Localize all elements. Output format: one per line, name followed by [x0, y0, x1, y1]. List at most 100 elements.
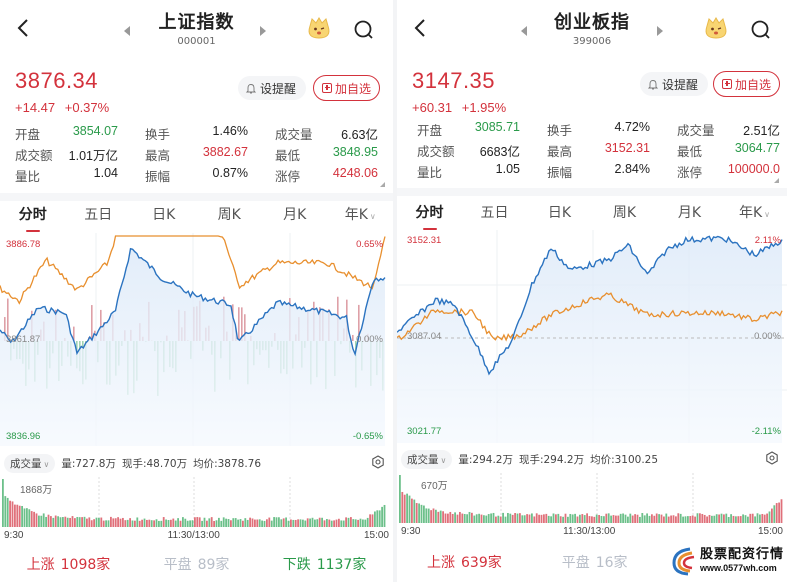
- intraday-chart[interactable]: 3886.78 3861.87 3836.96 0.65% 0.00% -0.6…: [0, 233, 393, 446]
- add-box-icon: [322, 83, 332, 93]
- mascot-icon[interactable]: [703, 16, 729, 40]
- top-bar: 上证指数 000001: [0, 0, 393, 60]
- back-arrow-icon[interactable]: [409, 16, 433, 40]
- volume-header: 成交量 ∨ 量:294.2万 现手:294.2万 均价:3100.25: [401, 448, 783, 470]
- advancers: 上涨 1098家: [26, 557, 111, 573]
- price-change: +14.47 +0.37%: [15, 100, 115, 115]
- tab-five-day[interactable]: 五日: [84, 207, 113, 223]
- change-value: +60.31: [412, 100, 453, 115]
- tab-weekly-k[interactable]: 周K: [612, 205, 637, 221]
- pct-mid-label: 0.00%: [356, 334, 383, 345]
- stat-turnover-rate: 换手 4.72%: [547, 120, 650, 138]
- change-value: +14.47: [15, 100, 56, 115]
- current-price: 3876.34: [15, 68, 99, 93]
- stat-low: 最低 3848.95: [275, 145, 378, 163]
- index-title: 上证指数: [158, 12, 235, 33]
- prev-index-arrow-icon[interactable]: [521, 26, 527, 36]
- chart-tabs: 分时 五日 日K 周K 月K 年K ∨: [397, 198, 787, 230]
- y-max-label: 3886.78: [6, 239, 41, 250]
- chevron-down-icon: ∨: [369, 212, 376, 221]
- expand-corner-icon[interactable]: [380, 182, 385, 187]
- stat-limit-up: 涨停 100000.0: [677, 162, 780, 180]
- y-mid-label: 3087.04: [407, 331, 442, 342]
- unchanged: 平盘 16家: [561, 555, 628, 571]
- chevron-down-icon: ∨: [440, 455, 447, 465]
- search-icon[interactable]: [353, 19, 375, 41]
- mascot-icon[interactable]: [306, 16, 332, 40]
- stat-high: 最高 3882.67: [145, 145, 248, 163]
- stat-volume-ratio: 量比 1.05: [417, 162, 520, 180]
- stat-open: 开盘 3085.71: [417, 120, 520, 138]
- settings-gear-icon[interactable]: [371, 455, 385, 469]
- add-box-icon: [722, 79, 732, 89]
- pct-min-label: -0.65%: [352, 431, 383, 442]
- intraday-chart[interactable]: 3152.31 3087.04 3021.77 2.11% 0.00% -2.1…: [397, 230, 787, 443]
- settings-gear-icon[interactable]: [765, 451, 779, 465]
- set-alert-button[interactable]: 设提醒: [238, 76, 307, 100]
- quote-stats: 开盘 3854.07 换手 1.46% 成交量 6.63亿 成交额 1.01万亿 最高 3…: [15, 123, 378, 186]
- section-divider: [0, 193, 393, 201]
- set-alert-button[interactable]: 设提醒: [640, 72, 709, 96]
- intraday-chart-svg: [397, 230, 787, 443]
- volume-indicator-select[interactable]: 成交量 ∨: [401, 449, 453, 469]
- tab-daily-k[interactable]: 日K: [547, 205, 572, 221]
- tab-yearly-k[interactable]: 年K ∨: [344, 207, 376, 223]
- volume-header: 成交量 ∨ 量:727.8万 现手:48.70万 均价:3878.76: [4, 452, 389, 474]
- tab-monthly-k[interactable]: 月K: [283, 207, 307, 223]
- volume-max-label: 670万: [421, 481, 448, 492]
- volume-total: 量:727.8万: [61, 457, 116, 470]
- tab-five-day[interactable]: 五日: [480, 205, 509, 221]
- volume-chart[interactable]: 1868万: [0, 477, 393, 527]
- time-axis: 9:30 11:30/13:00 15:00: [401, 526, 783, 537]
- volume-chart[interactable]: 670万: [397, 473, 787, 523]
- stat-volume-ratio: 量比 1.04: [15, 166, 118, 184]
- volume-chart-svg: [399, 473, 783, 523]
- next-index-arrow-icon[interactable]: [657, 26, 663, 36]
- next-index-arrow-icon[interactable]: [260, 26, 266, 36]
- stat-open: 开盘 3854.07: [15, 124, 118, 142]
- volume-indicator-select[interactable]: 成交量 ∨: [4, 453, 56, 473]
- expand-corner-icon[interactable]: [774, 178, 779, 183]
- average-price: 均价:3878.76: [193, 457, 262, 470]
- set-alert-label: 设提醒: [662, 77, 699, 92]
- back-arrow-icon[interactable]: [12, 16, 36, 40]
- price-change: +60.31 +1.95%: [412, 100, 512, 115]
- decliners: 下跌 1137家: [282, 557, 367, 573]
- chevron-down-icon: ∨: [43, 459, 50, 469]
- volume-total: 量:294.2万: [458, 453, 513, 466]
- stat-amount: 成交额 1.01万亿: [15, 149, 118, 163]
- stat-volume: 成交量 2.51亿: [677, 124, 780, 138]
- search-icon[interactable]: [750, 19, 772, 41]
- prev-index-arrow-icon[interactable]: [124, 26, 130, 36]
- stat-low: 最低 3064.77: [677, 141, 780, 159]
- tab-weekly-k[interactable]: 周K: [217, 207, 241, 223]
- stat-limit-up: 涨停 4248.06: [275, 166, 378, 184]
- tab-monthly-k[interactable]: 月K: [677, 205, 702, 221]
- current-hand: 现手:48.70万: [121, 457, 188, 470]
- top-bar: 创业板指 399006: [397, 0, 787, 60]
- y-min-label: 3021.77: [407, 426, 442, 437]
- tab-daily-k[interactable]: 日K: [152, 207, 176, 223]
- quote-stats: 开盘 3085.71 换手 4.72% 成交量 2.51亿 成交额 6683亿 最高 31…: [417, 119, 780, 182]
- volume-max-label: 1868万: [20, 485, 53, 496]
- stat-turnover-rate: 换手 1.46%: [145, 124, 248, 142]
- tab-intraday[interactable]: 分时: [0, 200, 66, 232]
- tab-intraday[interactable]: 分时: [397, 198, 462, 230]
- add-watchlist-button[interactable]: 加自选: [313, 75, 381, 101]
- tab-yearly-k[interactable]: 年K ∨: [738, 205, 771, 221]
- bell-icon: [246, 83, 256, 93]
- change-percent: +0.37%: [64, 100, 110, 115]
- advancers: 上涨 639家: [427, 555, 502, 571]
- market-breadth: 上涨 1098家 平盘 89家 下跌 1137家: [0, 550, 393, 578]
- add-watchlist-button[interactable]: 加自选: [713, 71, 781, 97]
- index-code: 399006: [572, 36, 612, 47]
- watermark-overlay: 股票配资行情 www.0577wh.com: [660, 543, 787, 579]
- y-max-label: 3152.31: [407, 235, 442, 246]
- add-watchlist-label: 加自选: [735, 77, 772, 92]
- pane-divider: [393, 0, 397, 582]
- chinext-index-pane: 创业板指 399006 3147.35 +60.31 +1.95% 设提醒 加自…: [397, 0, 787, 582]
- average-price: 均价:3100.25: [590, 453, 659, 466]
- stat-volume: 成交量 6.63亿: [275, 128, 378, 142]
- volume-chart-svg: [2, 477, 386, 527]
- stat-amount: 成交额 6683亿: [417, 145, 520, 159]
